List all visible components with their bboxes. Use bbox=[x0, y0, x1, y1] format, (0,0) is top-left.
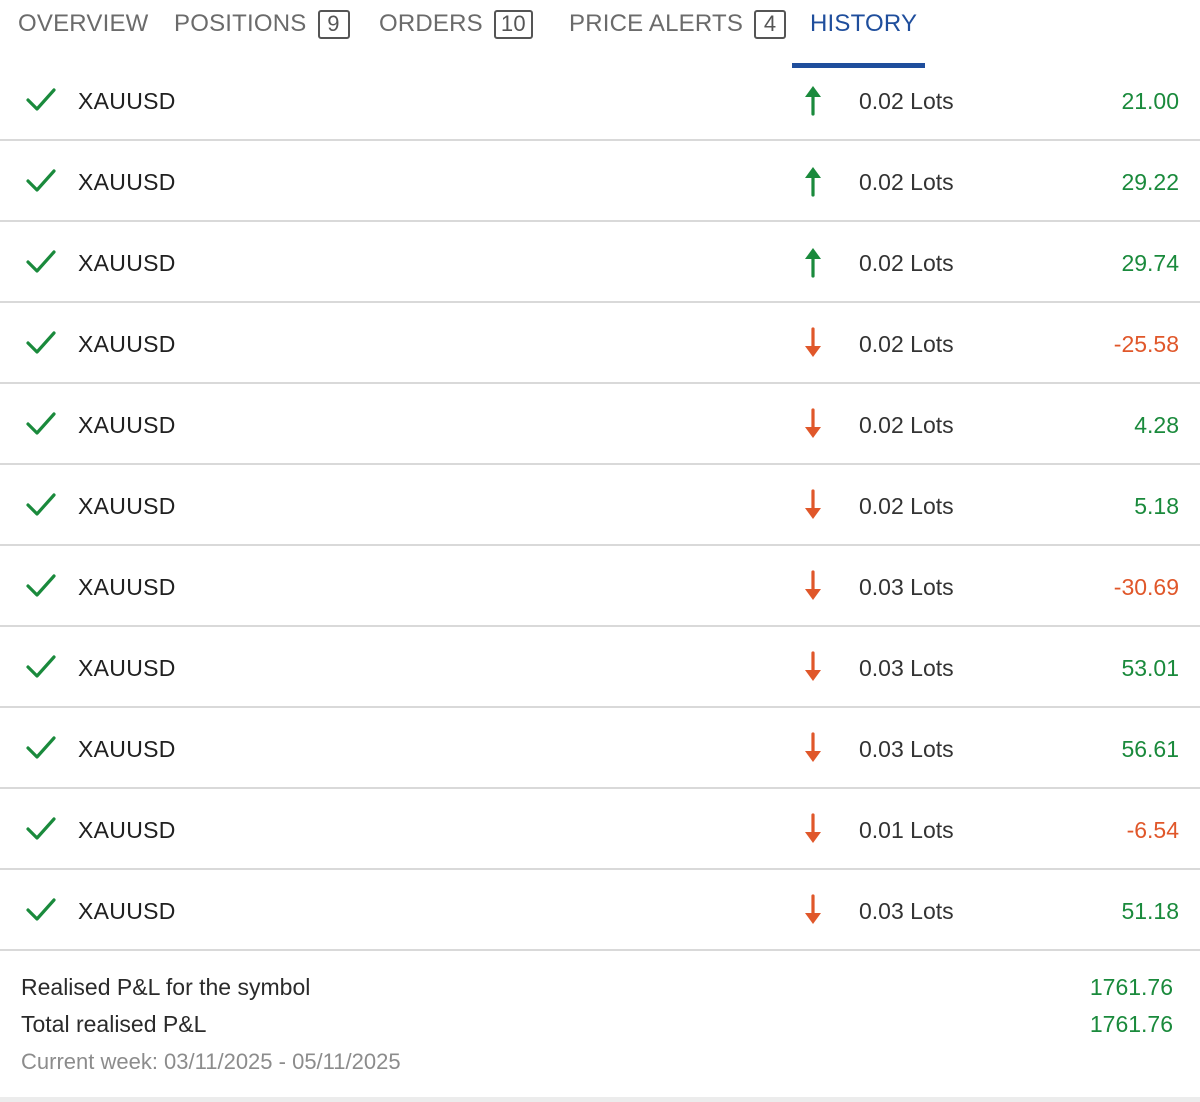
row-lots: 0.03 Lots bbox=[859, 574, 954, 600]
check-icon bbox=[26, 250, 56, 273]
tab-price-alerts[interactable]: PRICE ALERTS 4 bbox=[569, 8, 787, 40]
period-label: Current week: 03/11/2025 - 05/11/2025 bbox=[21, 1049, 401, 1074]
row-pnl: 51.18 bbox=[1121, 898, 1179, 924]
row-symbol: XAUUSD bbox=[78, 655, 176, 681]
row-pnl: 29.22 bbox=[1121, 169, 1179, 195]
row-symbol: XAUUSD bbox=[78, 88, 176, 114]
tab-orders[interactable]: ORDERS 10 bbox=[379, 8, 533, 40]
symbol-pnl-value: 1761.76 bbox=[1089, 974, 1173, 1000]
row-lots: 0.02 Lots bbox=[859, 250, 954, 276]
pnl-summary: Realised P&L for the symbol 1761.76 Tota… bbox=[0, 952, 1200, 1102]
history-row-10[interactable]: XAUUSD 0.01 Lots -6.54 bbox=[0, 789, 1200, 870]
history-row-11[interactable]: XAUUSD 0.03 Lots 51.18 bbox=[0, 870, 1200, 951]
orders-count-badge: 10 bbox=[493, 9, 533, 39]
row-pnl: -6.54 bbox=[1126, 817, 1179, 843]
row-symbol: XAUUSD bbox=[78, 898, 176, 924]
row-pnl: 29.74 bbox=[1121, 250, 1179, 276]
row-pnl: 56.61 bbox=[1121, 736, 1179, 762]
tab-history[interactable]: HISTORY bbox=[810, 8, 917, 40]
arrow-down-icon bbox=[805, 570, 821, 600]
arrow-down-icon bbox=[805, 894, 821, 924]
history-row-1[interactable]: XAUUSD 0.02 Lots 21.00 bbox=[0, 60, 1200, 141]
row-pnl: -30.69 bbox=[1113, 574, 1179, 600]
row-pnl: -25.58 bbox=[1113, 331, 1179, 357]
tab-overview-label: OVERVIEW bbox=[18, 10, 149, 37]
row-symbol: XAUUSD bbox=[78, 412, 176, 438]
check-icon bbox=[26, 574, 56, 597]
tab-positions-label: POSITIONS bbox=[174, 10, 307, 37]
check-icon bbox=[26, 88, 56, 111]
row-symbol: XAUUSD bbox=[78, 331, 176, 357]
symbol-pnl-label: Realised P&L for the symbol bbox=[21, 974, 311, 1000]
bottom-divider bbox=[0, 1097, 1200, 1102]
row-lots: 0.03 Lots bbox=[859, 898, 954, 924]
row-lots: 0.03 Lots bbox=[859, 736, 954, 762]
tab-history-label: HISTORY bbox=[810, 10, 918, 37]
arrow-down-icon bbox=[805, 489, 821, 519]
row-symbol: XAUUSD bbox=[78, 817, 176, 843]
history-list: XAUUSD 0.02 Lots 21.00 XAUUSD 0.02 Lots … bbox=[0, 60, 1200, 951]
price-alerts-count-badge: 4 bbox=[754, 9, 787, 39]
row-pnl: 21.00 bbox=[1121, 88, 1179, 114]
arrow-down-icon bbox=[805, 651, 821, 681]
row-lots: 0.02 Lots bbox=[859, 493, 954, 519]
history-row-9[interactable]: XAUUSD 0.03 Lots 56.61 bbox=[0, 708, 1200, 789]
row-lots: 0.01 Lots bbox=[859, 817, 954, 843]
check-icon bbox=[26, 169, 56, 192]
history-row-6[interactable]: XAUUSD 0.02 Lots 5.18 bbox=[0, 465, 1200, 546]
row-symbol: XAUUSD bbox=[78, 250, 176, 276]
row-lots: 0.02 Lots bbox=[859, 88, 954, 114]
arrow-up-icon bbox=[805, 86, 821, 116]
row-lots: 0.02 Lots bbox=[859, 169, 954, 195]
arrow-down-icon bbox=[805, 732, 821, 762]
history-row-3[interactable]: XAUUSD 0.02 Lots 29.74 bbox=[0, 222, 1200, 303]
tab-overview[interactable]: OVERVIEW bbox=[18, 8, 149, 40]
check-icon bbox=[26, 412, 56, 435]
row-pnl: 4.28 bbox=[1134, 412, 1179, 438]
arrow-down-icon bbox=[805, 327, 821, 357]
row-symbol: XAUUSD bbox=[78, 574, 176, 600]
row-pnl: 5.18 bbox=[1134, 493, 1179, 519]
row-lots: 0.03 Lots bbox=[859, 655, 954, 681]
row-pnl: 53.01 bbox=[1121, 655, 1179, 681]
check-icon bbox=[26, 817, 56, 840]
tab-orders-label: ORDERS bbox=[379, 10, 483, 37]
row-lots: 0.02 Lots bbox=[859, 412, 954, 438]
check-icon bbox=[26, 898, 56, 921]
arrow-up-icon bbox=[805, 248, 821, 278]
tab-bar: OVERVIEW POSITIONS 9 ORDERS 10 PRICE ALE… bbox=[0, 0, 1200, 68]
positions-count-badge: 9 bbox=[317, 9, 350, 39]
check-icon bbox=[26, 331, 56, 354]
history-row-5[interactable]: XAUUSD 0.02 Lots 4.28 bbox=[0, 384, 1200, 465]
check-icon bbox=[26, 655, 56, 678]
arrow-up-icon bbox=[805, 167, 821, 197]
check-icon bbox=[26, 736, 56, 759]
row-lots: 0.02 Lots bbox=[859, 331, 954, 357]
row-symbol: XAUUSD bbox=[78, 736, 176, 762]
arrow-down-icon bbox=[805, 408, 821, 438]
history-row-8[interactable]: XAUUSD 0.03 Lots 53.01 bbox=[0, 627, 1200, 708]
total-pnl-label: Total realised P&L bbox=[21, 1011, 207, 1037]
history-row-2[interactable]: XAUUSD 0.02 Lots 29.22 bbox=[0, 141, 1200, 222]
row-symbol: XAUUSD bbox=[78, 169, 176, 195]
tab-price-alerts-label: PRICE ALERTS bbox=[569, 10, 744, 37]
arrow-down-icon bbox=[805, 813, 821, 843]
active-tab-indicator bbox=[792, 63, 925, 68]
tab-positions[interactable]: POSITIONS 9 bbox=[174, 8, 350, 40]
check-icon bbox=[26, 493, 56, 516]
history-row-4[interactable]: XAUUSD 0.02 Lots -25.58 bbox=[0, 303, 1200, 384]
history-row-7[interactable]: XAUUSD 0.03 Lots -30.69 bbox=[0, 546, 1200, 627]
total-pnl-value: 1761.76 bbox=[1089, 1011, 1173, 1037]
row-symbol: XAUUSD bbox=[78, 493, 176, 519]
